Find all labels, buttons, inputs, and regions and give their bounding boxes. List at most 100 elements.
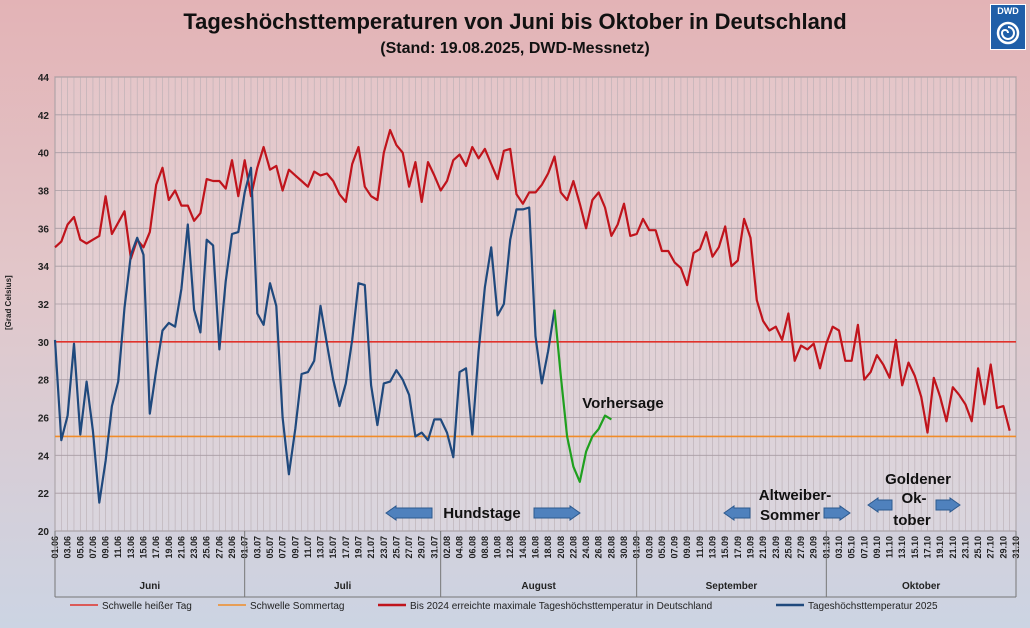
x-tick-label: 22.08 bbox=[568, 536, 578, 559]
x-tick-label: 25.10 bbox=[973, 536, 983, 559]
month-label: September bbox=[706, 581, 758, 592]
x-tick-label: 15.06 bbox=[139, 536, 149, 559]
x-tick-label: 23.10 bbox=[960, 536, 970, 559]
x-tick-label: 02.08 bbox=[442, 536, 452, 559]
x-tick-label: 11.09 bbox=[695, 536, 705, 558]
chart-title: Tageshöchsttemperaturen von Juni bis Okt… bbox=[183, 9, 847, 34]
annotation-arrow bbox=[385, 505, 433, 521]
x-tick-label: 03.07 bbox=[252, 536, 262, 559]
x-tick-label: 05.06 bbox=[75, 536, 85, 559]
x-tick-label: 20.08 bbox=[556, 536, 566, 559]
hundstage-annotation: Hundstage bbox=[443, 505, 521, 522]
y-tick-label: 34 bbox=[38, 262, 50, 273]
x-tick-label: 10.08 bbox=[493, 536, 503, 559]
x-tick-label: 08.08 bbox=[480, 536, 490, 559]
oktober-annotation-1: Goldener bbox=[885, 471, 951, 488]
x-tick-label: 27.06 bbox=[214, 536, 224, 559]
x-tick-label: 05.07 bbox=[265, 536, 275, 559]
x-tick-label: 19.10 bbox=[935, 536, 945, 559]
annotation-arrow bbox=[723, 505, 751, 521]
altweiber-annotation-1: Altweiber- bbox=[759, 487, 832, 504]
x-tick-label: 07.09 bbox=[670, 536, 680, 559]
x-tick-label: 31.07 bbox=[429, 536, 439, 559]
x-tick-label: 09.09 bbox=[682, 536, 692, 559]
x-tick-label: 19.06 bbox=[164, 536, 174, 559]
x-tick-label: 17.09 bbox=[733, 536, 743, 559]
y-tick-label: 40 bbox=[38, 149, 50, 160]
x-tick-label: 29.07 bbox=[417, 536, 427, 559]
x-tick-label: 25.09 bbox=[783, 536, 793, 559]
x-tick-label: 23.09 bbox=[771, 536, 781, 559]
legend-label: Schwelle heißer Tag bbox=[102, 601, 192, 612]
x-tick-label: 26.08 bbox=[594, 536, 604, 559]
y-tick-label: 22 bbox=[38, 489, 50, 500]
x-tick-label: 21.10 bbox=[948, 536, 958, 559]
x-tick-label: 29.09 bbox=[809, 536, 819, 559]
x-tick-label: 27.10 bbox=[986, 536, 996, 559]
annotation-arrow bbox=[823, 505, 851, 521]
x-tick-label: 17.06 bbox=[151, 536, 161, 559]
x-tick-label: 30.08 bbox=[619, 536, 629, 559]
annotation-arrow bbox=[867, 497, 893, 513]
x-tick-label: 15.07 bbox=[328, 536, 338, 559]
y-tick-label: 38 bbox=[38, 187, 50, 198]
x-tick-label: 23.06 bbox=[189, 536, 199, 559]
x-tick-label: 14.08 bbox=[518, 536, 528, 559]
x-tick-label: 04.08 bbox=[455, 536, 465, 559]
annotation-arrow bbox=[533, 505, 581, 521]
x-tick-label: 15.10 bbox=[910, 536, 920, 559]
x-tick-label: 21.06 bbox=[176, 536, 186, 559]
y-tick-label: 24 bbox=[38, 451, 50, 462]
x-tick-label: 25.07 bbox=[391, 536, 401, 559]
x-tick-label: 21.07 bbox=[366, 536, 376, 559]
forecast-annotation: Vorhersage bbox=[582, 395, 663, 412]
x-tick-label: 11.07 bbox=[303, 536, 313, 558]
x-tick-label: 16.08 bbox=[531, 536, 541, 559]
x-tick-label: 17.07 bbox=[341, 536, 351, 559]
x-tick-label: 09.07 bbox=[290, 536, 300, 559]
oktober-annotation-2: Ok- bbox=[901, 490, 926, 507]
altweiber-annotation-2: Sommer bbox=[760, 507, 820, 524]
x-tick-label: 24.08 bbox=[581, 536, 591, 559]
x-tick-label: 07.06 bbox=[88, 536, 98, 559]
dwd-logo: DWD bbox=[990, 4, 1026, 50]
series-line-0 bbox=[54, 128, 1011, 434]
dwd-logo-swirl-icon bbox=[996, 21, 1020, 45]
month-label: August bbox=[521, 581, 556, 592]
x-tick-label: 11.10 bbox=[885, 536, 895, 558]
x-tick-label: 13.10 bbox=[897, 536, 907, 559]
x-tick-label: 12.08 bbox=[505, 536, 515, 559]
x-tick-label: 23.07 bbox=[379, 536, 389, 559]
oktober-annotation-3: tober bbox=[893, 512, 931, 529]
annotation-arrow bbox=[935, 497, 961, 513]
month-label: Oktober bbox=[902, 581, 940, 592]
x-tick-label: 27.09 bbox=[796, 536, 806, 559]
y-tick-label: 32 bbox=[38, 300, 50, 311]
x-tick-label: 03.06 bbox=[63, 536, 73, 559]
x-tick-label: 03.09 bbox=[644, 536, 654, 559]
x-tick-label: 13.06 bbox=[126, 536, 136, 559]
legend-label: Schwelle Sommertag bbox=[250, 601, 344, 612]
x-tick-label: 18.08 bbox=[543, 536, 553, 559]
x-tick-label: 06.08 bbox=[467, 536, 477, 559]
x-tick-label: 07.10 bbox=[859, 536, 869, 559]
x-tick-label: 29.10 bbox=[998, 536, 1008, 559]
dwd-logo-text: DWD bbox=[997, 6, 1019, 16]
chart-subtitle: (Stand: 19.08.2025, DWD-Messnetz) bbox=[380, 40, 650, 57]
x-tick-label: 13.07 bbox=[316, 536, 326, 559]
x-tick-label: 05.10 bbox=[847, 536, 857, 559]
y-tick-label: 36 bbox=[38, 224, 50, 235]
x-tick-label: 19.09 bbox=[745, 536, 755, 559]
y-tick-label: 20 bbox=[38, 527, 50, 538]
x-tick-label: 07.07 bbox=[278, 536, 288, 559]
x-tick-label: 19.07 bbox=[353, 536, 363, 559]
x-tick-label: 03.10 bbox=[834, 536, 844, 559]
x-tick-label: 25.06 bbox=[202, 536, 212, 559]
series-line-2 bbox=[553, 309, 612, 483]
month-label: Juli bbox=[334, 581, 351, 592]
y-tick-label: 42 bbox=[38, 111, 50, 122]
x-tick-label: 05.09 bbox=[657, 536, 667, 559]
y-tick-label: 28 bbox=[38, 376, 50, 387]
